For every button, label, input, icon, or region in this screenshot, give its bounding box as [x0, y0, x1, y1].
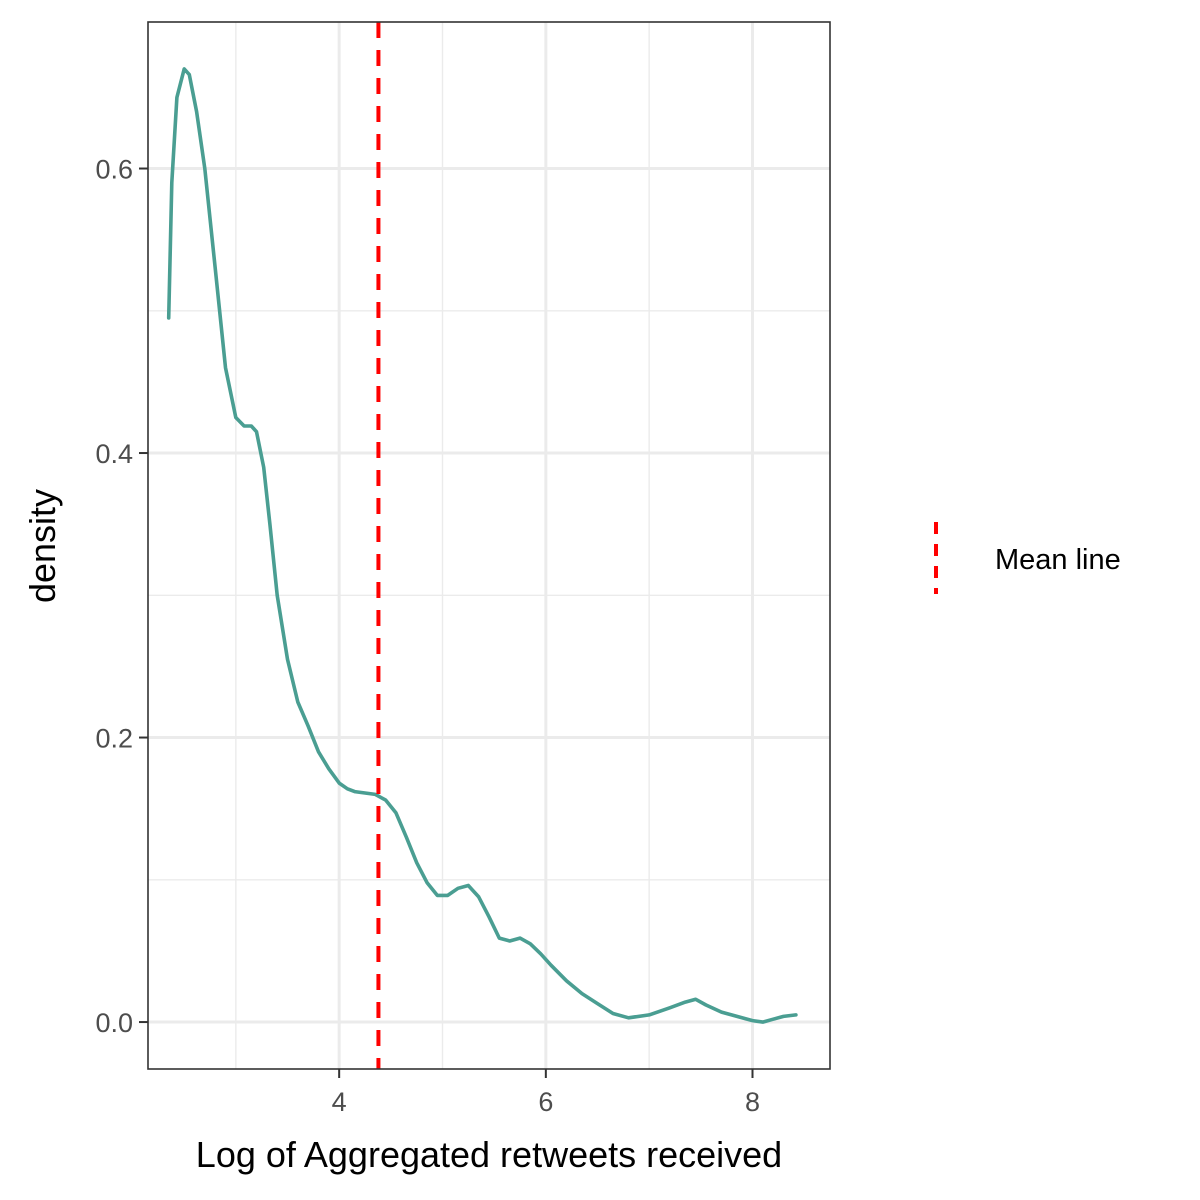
major-gridlines [148, 22, 830, 1069]
panel-border [147, 21, 831, 1070]
y-tick-label: 0.0 [95, 1008, 133, 1038]
series-layer [166, 67, 798, 1024]
y-tick-label: 0.4 [95, 439, 133, 469]
minor-gridlines [148, 22, 830, 1069]
x-tick-label: 8 [745, 1087, 760, 1117]
density-curve [166, 67, 798, 1024]
x-tick-label: 4 [332, 1087, 347, 1117]
y-axis-title: density [22, 489, 63, 603]
legend-label-mean-line: Mean line [995, 544, 1121, 576]
axis-ticks: 4 6 8 0.0 0.2 0.4 0.6 [95, 155, 760, 1117]
x-tick-label: 6 [538, 1087, 553, 1117]
x-axis-title: Log of Aggregated retweets received [196, 1134, 782, 1175]
y-tick-label: 0.2 [95, 724, 133, 754]
legend: Mean line [934, 522, 1121, 594]
y-tick-label: 0.6 [95, 155, 133, 185]
